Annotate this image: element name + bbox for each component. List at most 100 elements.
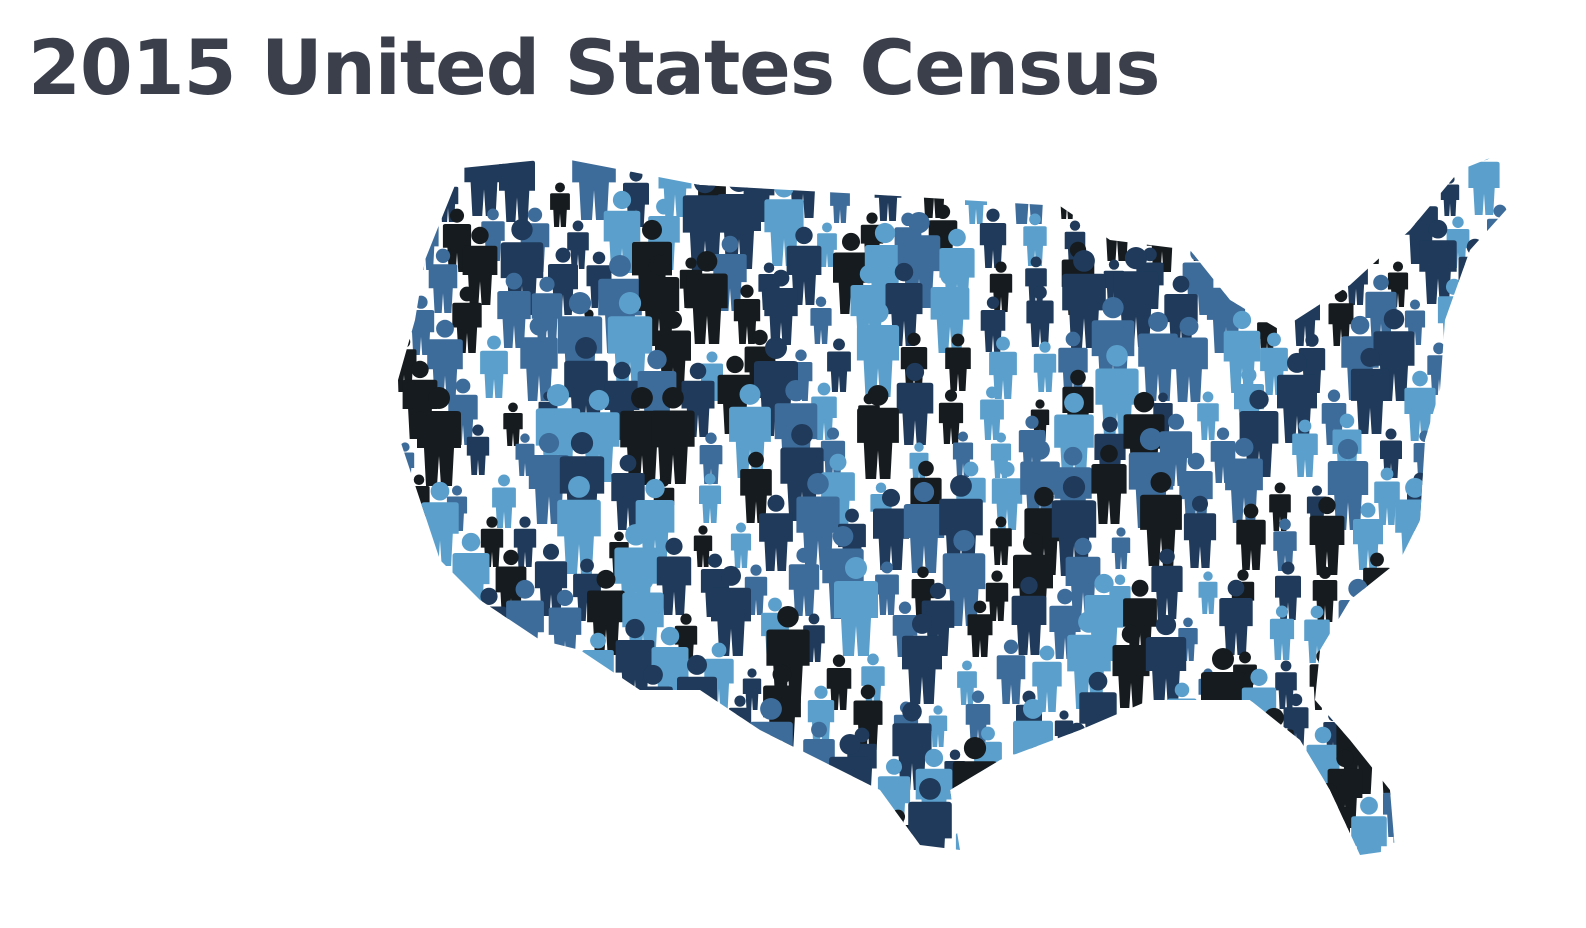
person-icon (1491, 434, 1511, 477)
person-icon (979, 208, 1007, 268)
person-icon (845, 797, 883, 855)
person-icon (1440, 174, 1460, 216)
person-icon (1492, 451, 1515, 524)
person-icon (766, 811, 794, 855)
person-icon (542, 829, 566, 855)
person-icon (980, 386, 1004, 440)
person-icon (1467, 832, 1491, 855)
person-icon (810, 830, 832, 855)
person-icon (511, 754, 547, 833)
person-icon (1285, 760, 1321, 838)
person-icon (633, 752, 669, 830)
person-icon (1309, 496, 1345, 575)
person-icon (1468, 150, 1500, 215)
person-icon (441, 635, 471, 703)
person-icon (485, 781, 529, 855)
person-icon (1508, 831, 1515, 855)
person-icon (1444, 348, 1486, 443)
person-icon (1489, 286, 1515, 352)
person-icon (1362, 176, 1382, 221)
person-icon (1202, 748, 1242, 836)
person-icon (996, 799, 1034, 855)
person-icon (730, 522, 752, 568)
person-icon (875, 561, 899, 615)
person-icon (1503, 716, 1515, 791)
person-icon (873, 488, 909, 570)
person-icon (1080, 742, 1124, 839)
person-icon (1044, 744, 1084, 831)
person-icon (1133, 708, 1153, 753)
person-icon (945, 333, 971, 391)
person-icon (1311, 171, 1353, 266)
person-icon (557, 475, 601, 574)
person-icon (985, 570, 1009, 621)
person-icon (1188, 206, 1214, 261)
person-icon (1269, 605, 1295, 660)
person-icon (1026, 285, 1054, 347)
person-icon (1390, 647, 1420, 712)
person-icon (699, 432, 723, 484)
person-icon (464, 150, 504, 216)
person-icon (1151, 548, 1183, 619)
person-icon (766, 605, 810, 703)
person-icon (1033, 341, 1057, 392)
person-icon (826, 654, 852, 710)
person-icon (567, 220, 589, 269)
person-icon (1404, 370, 1436, 441)
person-icon (989, 336, 1017, 399)
person-icon (1425, 607, 1451, 666)
person-icon (991, 461, 1023, 530)
person-icon (1427, 342, 1451, 395)
person-icon (827, 338, 851, 392)
person-icon (631, 808, 665, 855)
person-icon (466, 424, 490, 475)
person-icon (1110, 812, 1144, 855)
person-icon (417, 387, 461, 486)
person-icon (896, 362, 934, 445)
person-icon (1423, 736, 1447, 790)
person-icon (1221, 174, 1263, 267)
person-icon (580, 742, 622, 834)
person-icon (408, 565, 430, 615)
person-icon (1469, 354, 1491, 402)
person-icon (908, 777, 952, 855)
person-icon (834, 557, 878, 656)
person-icon (830, 178, 850, 223)
person-icon (740, 451, 772, 523)
person-icon (1245, 150, 1283, 223)
person-icon (955, 817, 985, 855)
person-icon (759, 494, 793, 571)
person-icon (1355, 197, 1385, 264)
person-icon (431, 602, 455, 656)
person-icon (686, 250, 728, 344)
person-icon (1219, 579, 1253, 655)
person-icon (758, 781, 784, 836)
person-icon (663, 736, 707, 833)
person-icon (1477, 340, 1515, 440)
person-icon (883, 809, 913, 855)
person-icon (1292, 419, 1318, 477)
person-icon (1067, 610, 1111, 709)
person-icon (693, 525, 713, 567)
person-icon (1112, 624, 1150, 708)
person-icon (1187, 783, 1231, 855)
person-icon (480, 335, 508, 398)
person-icon (1423, 610, 1467, 709)
person-icon (603, 190, 641, 273)
person-icon (902, 613, 942, 704)
person-icon (810, 296, 832, 344)
person-icon (1140, 471, 1182, 566)
person-icon (492, 474, 516, 528)
person-icon (1327, 438, 1369, 530)
person-icon (503, 695, 531, 755)
person-icon (1499, 773, 1515, 833)
person-icon (1485, 518, 1509, 569)
person-icon (722, 838, 742, 855)
person-icon (856, 301, 900, 397)
person-icon (742, 668, 762, 710)
person-icon (593, 694, 639, 794)
person-icon (1091, 150, 1129, 218)
person-icon (1451, 431, 1473, 477)
person-icon (637, 740, 663, 795)
